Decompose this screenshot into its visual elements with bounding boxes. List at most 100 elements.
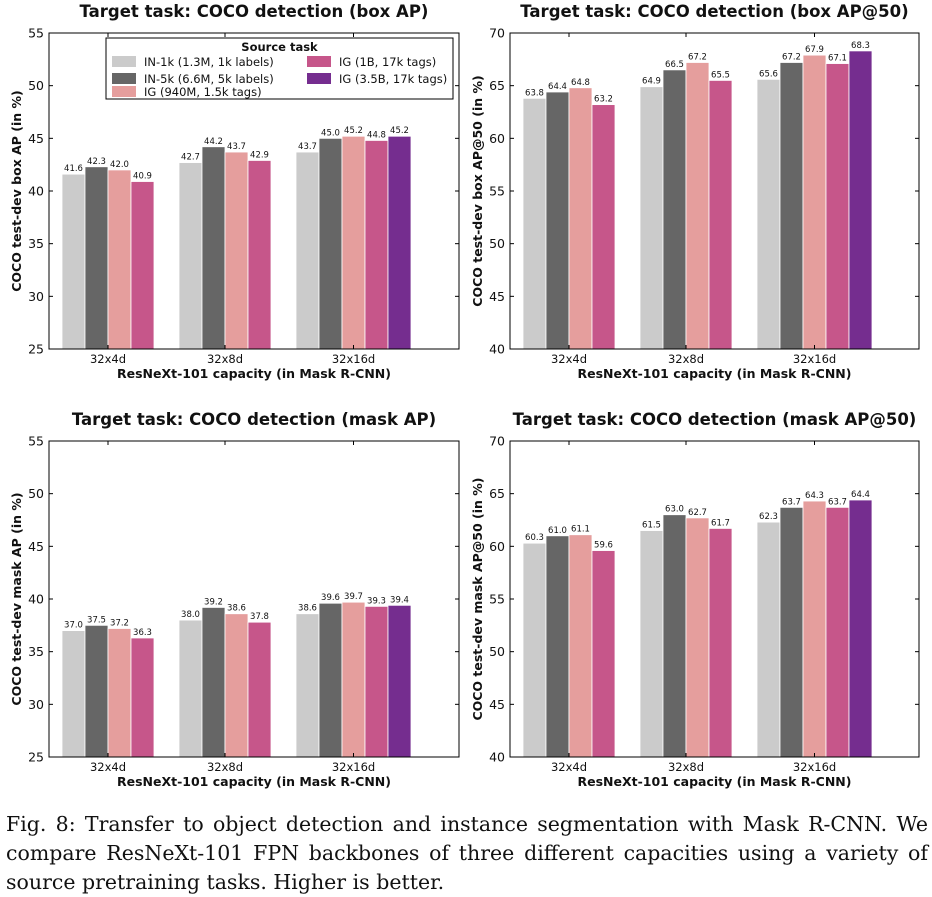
x-axis-label: ResNeXt-101 capacity (in Mask R-CNN) — [117, 774, 391, 789]
y-tick-label: 65 — [489, 78, 505, 93]
bar-value-label: 64.4 — [851, 490, 870, 500]
bar-value-label: 63.2 — [594, 95, 613, 105]
chart-panel-4: Target task: COCO detection (mask AP@50)… — [470, 410, 920, 789]
y-axis-label: COCO test-dev mask AP@50 (in %) — [470, 477, 485, 720]
bar-value-label: 60.3 — [525, 533, 544, 543]
legend-title: Source task — [241, 40, 318, 54]
bar — [295, 613, 320, 758]
bar-value-label: 43.7 — [298, 142, 317, 152]
bar — [591, 550, 616, 758]
bar — [107, 628, 132, 758]
bar-value-label: 63.8 — [525, 88, 544, 98]
y-tick-label: 45 — [489, 289, 505, 304]
y-tick-label: 50 — [489, 236, 505, 251]
bar — [341, 135, 366, 350]
bar-value-label: 62.7 — [688, 508, 707, 518]
bar — [364, 140, 389, 350]
bar-value-label: 45.2 — [344, 126, 363, 136]
bar-value-label: 63.7 — [828, 497, 847, 507]
legend-swatch — [112, 56, 136, 67]
legend-swatch — [112, 73, 136, 84]
bar — [522, 97, 547, 350]
bar-value-label: 61.0 — [548, 526, 567, 536]
bar — [224, 613, 249, 758]
x-tick-label: 32x4d — [551, 352, 587, 366]
bar-value-label: 61.7 — [711, 518, 730, 528]
y-tick-label: 25 — [28, 750, 44, 765]
x-tick-label: 32x8d — [207, 352, 243, 366]
bar-value-label: 65.6 — [759, 69, 778, 79]
bar — [387, 135, 412, 350]
bar-value-label: 63.0 — [665, 505, 684, 515]
bar — [295, 151, 320, 350]
bar-value-label: 64.3 — [805, 491, 824, 501]
bar — [662, 514, 687, 758]
chart-title: Target task: COCO detection (mask AP@50) — [513, 410, 917, 429]
bar — [247, 160, 272, 350]
bar — [802, 500, 827, 758]
figure-caption: Fig. 8: Transfer to object detection and… — [6, 812, 928, 894]
legend-label: IN-5k (6.6M, 5k labels) — [144, 72, 274, 86]
bar — [61, 630, 86, 758]
bar — [201, 607, 226, 758]
bar — [545, 91, 570, 350]
y-tick-label: 40 — [28, 592, 44, 607]
bar-value-label: 40.9 — [133, 172, 152, 182]
bar — [318, 137, 343, 350]
y-tick-label: 55 — [28, 26, 44, 41]
y-tick-label: 30 — [28, 697, 44, 712]
bar — [708, 528, 733, 758]
bar-value-label: 38.6 — [227, 604, 246, 614]
x-tick-label: 32x8d — [207, 760, 243, 774]
bar — [756, 521, 781, 758]
x-axis-label: ResNeXt-101 capacity (in Mask R-CNN) — [117, 366, 391, 381]
y-tick-label: 70 — [489, 434, 505, 449]
bar — [825, 506, 850, 758]
bar-value-label: 37.2 — [110, 618, 129, 628]
y-tick-label: 45 — [28, 539, 44, 554]
bar-value-label: 59.6 — [594, 541, 613, 551]
y-tick-label: 40 — [489, 750, 505, 765]
bar — [568, 534, 593, 758]
bar — [247, 621, 272, 758]
bar — [522, 542, 547, 758]
bar-value-label: 39.7 — [344, 592, 363, 602]
bar-value-label: 39.3 — [367, 596, 386, 606]
bar-value-label: 42.0 — [110, 160, 129, 170]
y-tick-label: 35 — [28, 236, 44, 251]
bar — [662, 69, 687, 350]
y-tick-label: 50 — [28, 486, 44, 501]
y-axis-label: COCO test-dev box AP@50 (in %) — [470, 75, 485, 306]
chart-panel-2: Target task: COCO detection (box AP@50) 4… — [470, 2, 920, 381]
x-tick-label: 32x16d — [332, 760, 375, 774]
bar-value-label: 61.1 — [571, 525, 590, 535]
bar — [708, 80, 733, 350]
bar-value-label: 44.8 — [367, 130, 386, 140]
bar — [224, 151, 249, 350]
bar-value-label: 39.2 — [204, 597, 223, 607]
bar-value-label: 38.0 — [181, 610, 200, 620]
bar-value-label: 64.4 — [548, 82, 567, 92]
bar-value-label: 63.7 — [782, 497, 801, 507]
x-axis-label: ResNeXt-101 capacity (in Mask R-CNN) — [578, 366, 852, 381]
bar-value-label: 42.3 — [87, 157, 106, 167]
y-tick-label: 45 — [28, 131, 44, 146]
chart-title: Target task: COCO detection (mask AP) — [72, 410, 436, 429]
plot-frame — [509, 440, 920, 758]
bar — [685, 517, 710, 758]
bar — [130, 637, 155, 758]
bar-value-label: 42.9 — [250, 150, 269, 160]
bar-value-label: 45.2 — [390, 126, 409, 136]
bar-value-label: 37.0 — [64, 621, 83, 631]
y-tick-label: 45 — [489, 697, 505, 712]
bar-value-label: 67.9 — [805, 45, 824, 55]
bar-value-label: 61.5 — [642, 521, 661, 531]
y-axis-label: COCO test-dev box AP (in %) — [9, 90, 24, 292]
bar-value-label: 64.8 — [571, 78, 590, 88]
chart-panel-3: Target task: COCO detection (mask AP) 25 3… — [9, 410, 460, 789]
bar-value-label: 67.2 — [782, 52, 801, 62]
bar — [178, 162, 203, 350]
y-tick-label: 55 — [489, 592, 505, 607]
bar-value-label: 68.3 — [851, 41, 870, 51]
